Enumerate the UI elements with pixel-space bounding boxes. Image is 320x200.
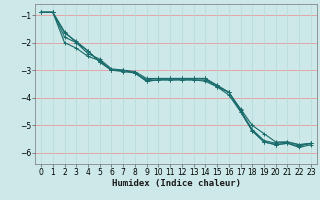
X-axis label: Humidex (Indice chaleur): Humidex (Indice chaleur): [111, 179, 241, 188]
